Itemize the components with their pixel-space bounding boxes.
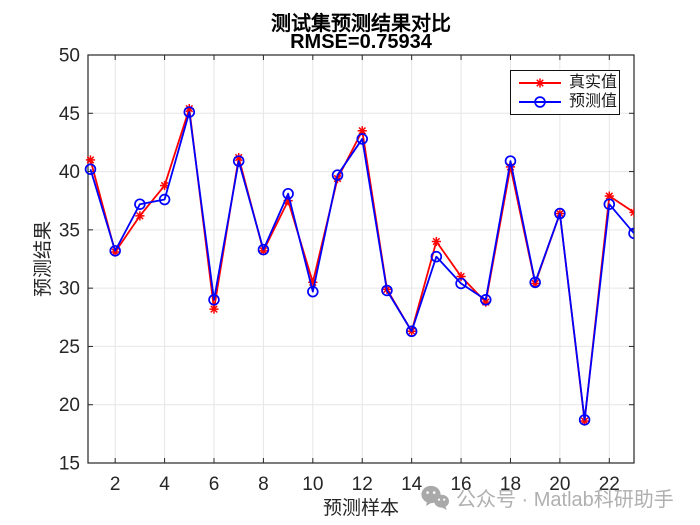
svg-text:40: 40 [59, 162, 80, 183]
svg-text:12: 12 [352, 474, 373, 495]
svg-text:25: 25 [59, 337, 80, 358]
svg-text:16: 16 [450, 474, 471, 495]
svg-text:8: 8 [258, 474, 269, 495]
svg-text:18: 18 [500, 474, 521, 495]
svg-text:35: 35 [59, 220, 80, 241]
legend-item-true-value: 真实值 [517, 73, 619, 91]
svg-text:20: 20 [549, 474, 570, 495]
chart-subtitle: RMSE=0.75934 [290, 31, 432, 53]
wechat-icon [421, 485, 449, 510]
legend: 真实值 预测值 [510, 70, 620, 115]
svg-text:14: 14 [401, 474, 423, 495]
svg-text:22: 22 [599, 474, 620, 495]
svg-text:45: 45 [59, 104, 80, 125]
legend-label-predicted-value: 预测值 [569, 93, 618, 111]
legend-item-predicted-value: 预测值 [517, 94, 619, 110]
x-axis-label: 预测样本 [322, 498, 399, 519]
chart-title: 测试集预测结果对比 [271, 13, 451, 35]
svg-text:6: 6 [209, 474, 220, 495]
svg-text:50: 50 [59, 46, 80, 67]
svg-text:20: 20 [59, 395, 80, 416]
svg-text:4: 4 [159, 474, 170, 495]
watermark-text: 公众号 · Matlab科研助手 [456, 489, 674, 511]
legend-circle-line-icon [519, 96, 561, 109]
svg-text:10: 10 [302, 474, 323, 495]
legend-label-true-value: 真实值 [569, 73, 618, 91]
legend-asterisk-line-icon [519, 78, 561, 88]
watermark: 公众号 · Matlab科研助手 [420, 483, 674, 512]
svg-text:2: 2 [110, 474, 121, 495]
svg-text:30: 30 [59, 279, 80, 300]
svg-text:15: 15 [59, 454, 80, 475]
y-axis-label: 预测结果 [33, 221, 54, 298]
series-1 [84, 106, 634, 426]
